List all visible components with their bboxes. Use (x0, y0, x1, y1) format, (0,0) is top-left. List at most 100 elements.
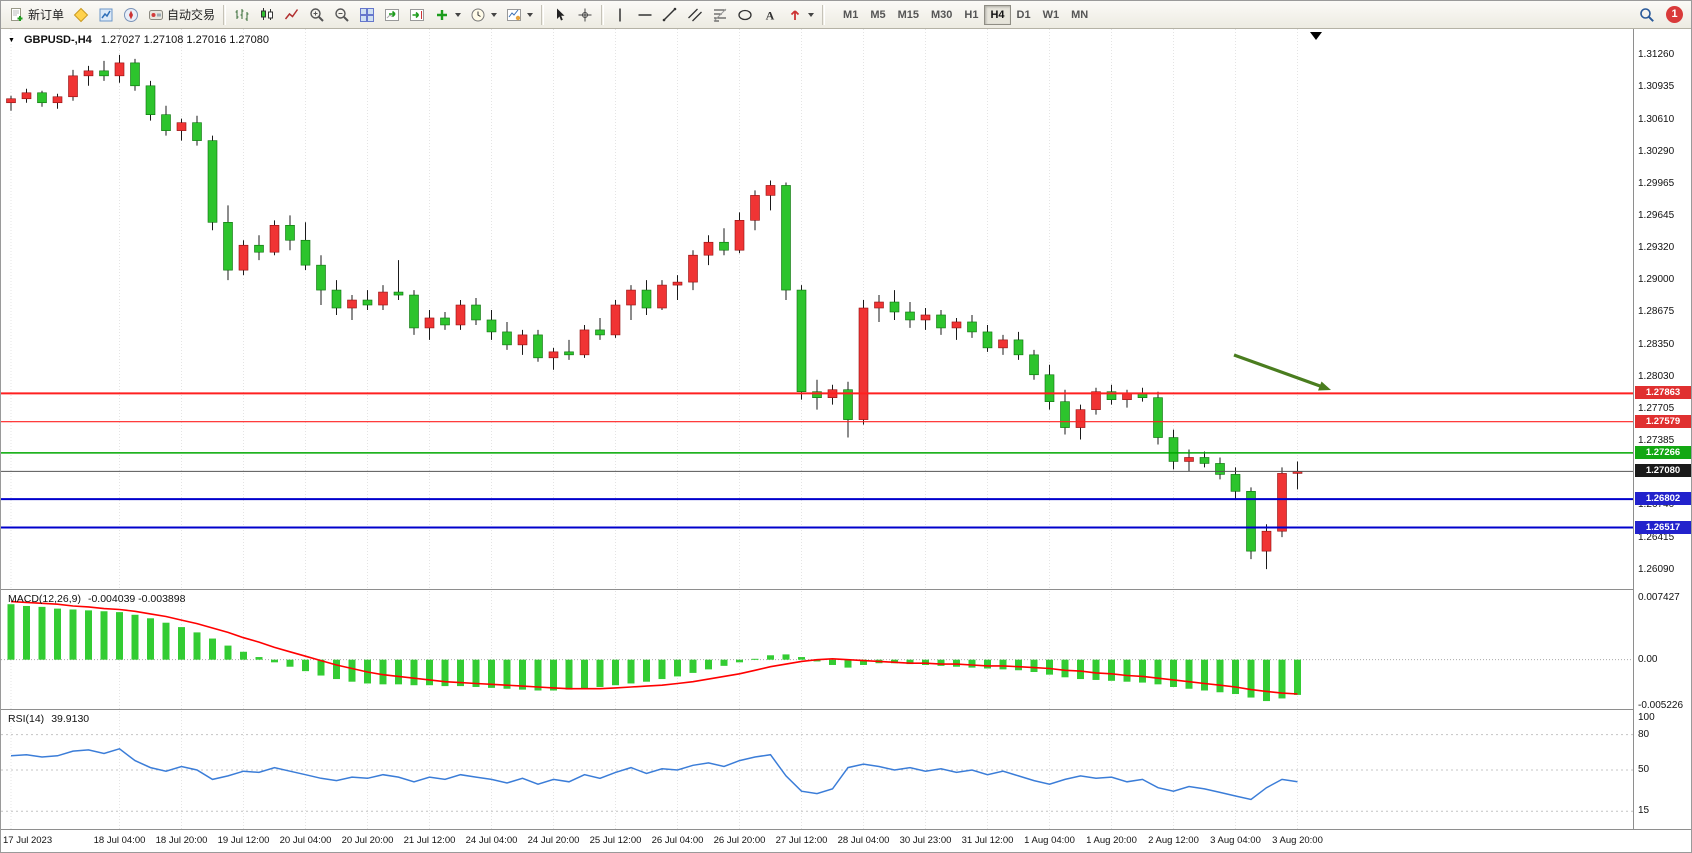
metaeditor-button[interactable] (69, 4, 93, 26)
macd-histogram-bar (116, 612, 123, 660)
timeframe-button-d1[interactable]: D1 (1011, 5, 1037, 25)
chart-shift-button[interactable] (405, 4, 429, 26)
candle (1106, 384, 1117, 405)
candle (688, 250, 698, 291)
auto-scroll-icon (385, 8, 400, 21)
candle (812, 379, 822, 410)
channel-button[interactable] (683, 4, 707, 26)
new-order-button[interactable]: 新订单 (5, 4, 68, 26)
macd-histogram-bar (379, 659, 387, 685)
macd-histogram-bar (255, 657, 263, 660)
shapes-button[interactable] (733, 4, 757, 26)
time-axis[interactable]: 17 Jul 2023 18 Jul 04:00 18 Jul 20:00 19 Ju… (1, 829, 1691, 852)
price-axis[interactable]: 1.31260 1.30935 1.30610 1.30290 1.29965 1.296… (1633, 29, 1691, 829)
tile-windows-icon (360, 7, 375, 22)
notification-badge[interactable]: 1 (1666, 6, 1683, 23)
macd-axis-label: -0.005226 (1638, 699, 1684, 711)
horizontal-line-button[interactable] (633, 4, 657, 26)
panel-separator[interactable] (1, 589, 1691, 591)
macd-histogram-bar (860, 659, 867, 665)
vertical-line-icon (619, 8, 621, 21)
macd-histogram-bar (984, 659, 991, 669)
chart-shift-icon (410, 8, 425, 21)
price-axis-label: 1.28030 (1638, 370, 1675, 382)
candle (424, 309, 435, 340)
templates-button[interactable] (502, 4, 537, 26)
toolbar-separator (223, 4, 227, 25)
line-chart-button[interactable] (280, 4, 304, 26)
chart-shift-marker[interactable] (1310, 32, 1322, 40)
zoom-out-button[interactable] (330, 4, 354, 26)
bar-chart-button[interactable] (230, 4, 254, 26)
timeframe-button-h4[interactable]: H4 (984, 4, 1011, 25)
candle (1277, 467, 1287, 538)
candle (982, 324, 993, 352)
main-chart[interactable] (1, 29, 1635, 589)
chart-ohlc-values: 1.27027 1.27108 1.27016 1.27080 (100, 34, 269, 46)
trendline-button[interactable] (658, 4, 682, 26)
search-button[interactable] (1635, 4, 1659, 26)
candlestick-chart-button[interactable] (255, 4, 279, 26)
candle (951, 317, 962, 340)
trend-arrow-annotation[interactable] (1233, 353, 1331, 391)
macd-histogram-bar (147, 618, 154, 660)
time-axis-label: 18 Jul 20:00 (155, 835, 208, 846)
navigator-button[interactable] (119, 4, 143, 26)
market-watch-button[interactable] (94, 4, 118, 26)
candle (905, 302, 915, 328)
candle (362, 290, 373, 310)
macd-panel-chart[interactable] (1, 591, 1635, 709)
candle (1153, 391, 1163, 445)
indicators-icon (437, 9, 448, 20)
macd-histogram-bar (1185, 659, 1193, 689)
candle (1091, 387, 1101, 415)
macd-histogram-bar (658, 659, 666, 680)
macd-histogram-bar (23, 605, 30, 660)
timeframe-button-m1[interactable]: M1 (837, 5, 864, 25)
macd-histogram-bar (953, 659, 960, 667)
toolbar-right-group: 1 (1635, 4, 1685, 26)
vertical-line-button[interactable] (608, 4, 632, 26)
macd-histogram-bar (503, 659, 511, 689)
timeframe-button-w1[interactable]: W1 (1037, 5, 1066, 25)
periods-button[interactable] (466, 4, 501, 26)
price-badge: 1.27863 (1635, 386, 1691, 400)
candle (223, 205, 233, 281)
chart-dropdown-icon[interactable]: ▼ (8, 36, 15, 44)
candle (548, 347, 559, 370)
time-axis-label: 28 Jul 04:00 (837, 835, 890, 846)
fibonacci-button[interactable] (708, 4, 732, 26)
crosshair-button[interactable] (573, 4, 597, 26)
candle (765, 180, 776, 211)
zoom-in-button[interactable] (305, 4, 329, 26)
candle (626, 285, 636, 320)
indicators-button[interactable] (430, 4, 465, 26)
timeframe-button-m15[interactable]: M15 (892, 5, 925, 25)
timeframe-button-m30[interactable]: M30 (925, 5, 958, 25)
rsi-panel-chart[interactable] (1, 711, 1635, 829)
price-axis-label: 1.26415 (1638, 531, 1675, 543)
macd-histogram-bar (410, 659, 418, 686)
macd-histogram-bar (937, 659, 945, 666)
auto-scroll-button[interactable] (380, 4, 404, 26)
macd-signal-line (10, 600, 1298, 695)
time-axis-label: 20 Jul 04:00 (279, 835, 332, 846)
macd-histogram-bar (193, 632, 201, 660)
panel-separator[interactable] (1, 709, 1691, 711)
timeframe-button-h1[interactable]: H1 (958, 5, 984, 25)
candle (455, 300, 466, 330)
timeframe-button-mn[interactable]: MN (1065, 5, 1094, 25)
macd-histogram-bar (844, 659, 852, 668)
arrow-styles-button[interactable] (783, 4, 818, 26)
line-chart-icon (284, 8, 299, 19)
macd-histogram-bar (1201, 659, 1208, 691)
time-axis-label: 1 Aug 04:00 (1024, 835, 1075, 846)
auto-trading-button[interactable]: 自动交易 (144, 4, 219, 26)
macd-histogram-bar (1015, 659, 1022, 671)
text-button[interactable]: A (758, 4, 782, 26)
rsi-line (10, 747, 1298, 801)
cursor-button[interactable] (548, 4, 572, 26)
timeframe-button-m5[interactable]: M5 (864, 5, 891, 25)
time-axis-label: 21 Jul 12:00 (403, 835, 456, 846)
tile-windows-button[interactable] (355, 4, 379, 26)
